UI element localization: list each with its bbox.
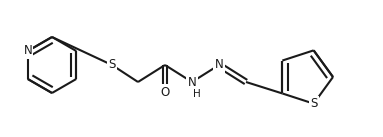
Text: S: S xyxy=(310,97,318,110)
Text: N: N xyxy=(188,75,196,89)
Text: H: H xyxy=(193,89,201,99)
Text: O: O xyxy=(160,85,170,99)
Text: N: N xyxy=(23,45,32,58)
Text: S: S xyxy=(108,58,116,72)
Text: N: N xyxy=(214,58,223,72)
